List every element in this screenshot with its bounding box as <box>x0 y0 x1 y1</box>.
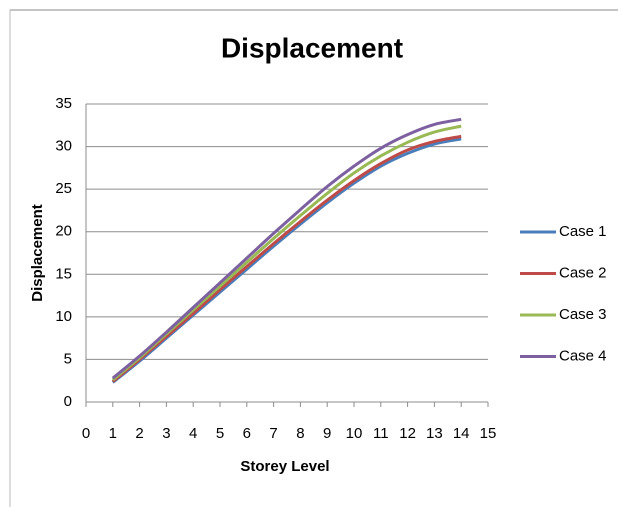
y-tick-label: 20 <box>55 223 72 240</box>
y-tick-label: 10 <box>55 308 72 325</box>
x-tick-label: 9 <box>323 425 331 442</box>
x-tick-label: 12 <box>399 425 416 442</box>
x-tick-label: 15 <box>480 425 497 442</box>
legend-label: Case 1 <box>559 223 607 240</box>
x-tick-label: 5 <box>216 425 224 442</box>
y-axis-title: Displacement <box>29 204 46 302</box>
x-tick-label: 10 <box>346 425 363 442</box>
series-line <box>111 137 462 384</box>
legend-label: Case 3 <box>559 306 607 323</box>
x-tick-label: 1 <box>109 425 117 442</box>
series-line <box>111 117 462 380</box>
x-tick-label: 3 <box>162 425 170 442</box>
chart-title: Displacement <box>221 32 403 63</box>
series-line <box>111 134 462 383</box>
legend-label: Case 2 <box>559 264 607 281</box>
x-tick-label: 4 <box>189 425 197 442</box>
x-tick-label: 14 <box>453 425 470 442</box>
x-tick-label: 2 <box>135 425 143 442</box>
x-axis-title: Storey Level <box>240 458 329 475</box>
x-tick-label: 13 <box>426 425 443 442</box>
x-tick-label: 11 <box>373 425 389 442</box>
y-tick-label: 0 <box>64 393 72 410</box>
x-tick-label: 0 <box>82 425 90 442</box>
y-tick-label: 30 <box>55 138 72 155</box>
legend-label: Case 4 <box>559 347 607 364</box>
y-tick-label: 25 <box>55 180 72 197</box>
y-tick-label: 5 <box>64 350 72 367</box>
y-tick-label: 35 <box>55 95 72 112</box>
x-tick-label: 7 <box>269 425 277 442</box>
y-tick-label: 15 <box>55 265 72 282</box>
series-line <box>111 124 462 382</box>
x-tick-label: 8 <box>296 425 304 442</box>
x-tick-label: 6 <box>243 425 251 442</box>
